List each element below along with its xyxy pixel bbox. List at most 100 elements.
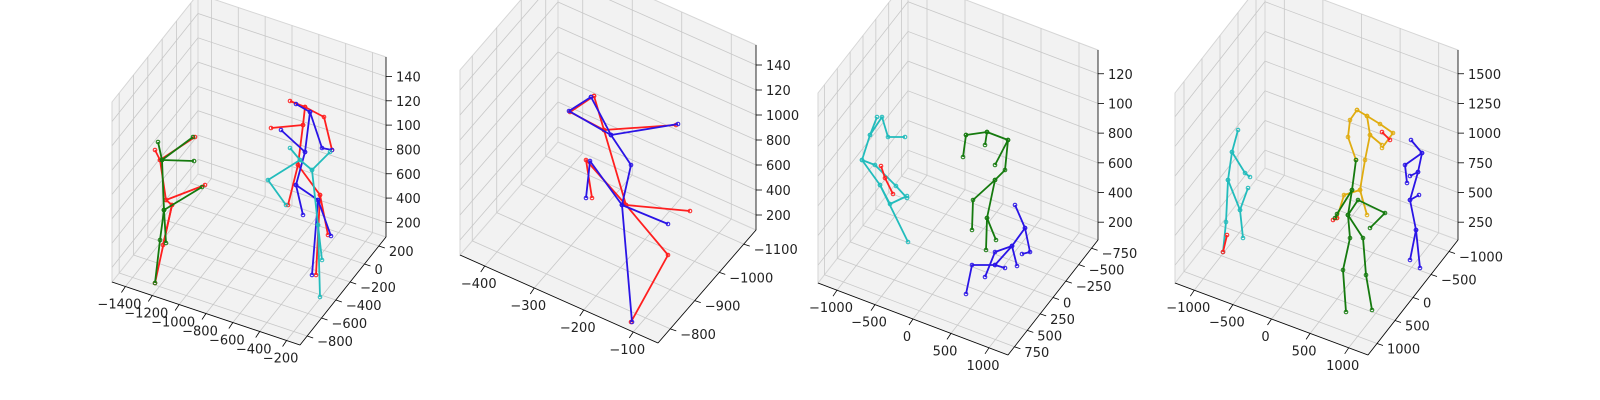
x-gridline	[178, 196, 266, 305]
z-tick-label: 600	[1108, 157, 1133, 172]
y-gridline	[1201, 248, 1396, 321]
y-tick-label: −900	[705, 300, 741, 315]
p2-blue-skeleton-joint	[608, 132, 614, 138]
y-tick-label: −500	[1089, 264, 1125, 279]
p4-cyan-skeleton-limb	[1222, 179, 1229, 253]
z-tick-label: 1500	[1468, 68, 1501, 83]
p1-cyan-skeleton-joint	[287, 145, 293, 151]
p3-blue-skeleton-joint	[1012, 202, 1018, 208]
p1-blue-skeleton	[278, 101, 335, 278]
p2-blue-skeleton-limb	[590, 96, 633, 323]
p3-red-skeleton	[878, 163, 896, 197]
z-tick-label: 200	[396, 216, 421, 231]
p4-cyan-skeleton-joint	[1242, 170, 1248, 176]
y-tick	[694, 300, 701, 304]
p3-cyan-skeleton-joint	[904, 193, 910, 199]
p3-blue-skeleton-joint	[982, 274, 988, 280]
p1-green-skeleton-joint	[163, 240, 169, 246]
p1-cyan-skeleton-limb	[317, 224, 323, 261]
z-gridline	[459, 126, 757, 241]
p2-blue-skeleton-joint	[628, 162, 634, 168]
p2-red-skeleton-limb	[585, 159, 627, 206]
p3-cyan-skeleton-joint	[902, 134, 908, 140]
p2-blue-skeleton-limb	[585, 160, 623, 206]
x-tick-label: −400	[236, 343, 272, 358]
y-tick	[378, 245, 385, 249]
p3-cyan-skeleton-joint	[874, 114, 880, 120]
x-tick-label: −1000	[151, 316, 195, 331]
y-gridline	[496, 212, 695, 301]
p3-red-skeleton-joint	[882, 175, 888, 181]
x-tick-label: −200	[560, 321, 596, 336]
y-tick-label: 250	[1050, 313, 1075, 328]
z-gridline	[1174, 30, 1459, 147]
x-tick	[282, 340, 287, 347]
p4-blue-skeleton-joint	[1417, 265, 1423, 271]
x-tick	[529, 287, 535, 295]
p3-blue-skeleton-limb	[1011, 245, 1018, 267]
p2-red-skeleton-joint	[665, 252, 671, 258]
z-gridline	[817, 1, 1099, 117]
p3-green-skeleton-joint	[984, 129, 990, 135]
y-tick-label: −1000	[729, 271, 773, 286]
p1-green-skeleton-joint	[161, 207, 167, 213]
z-gridline	[459, 26, 757, 141]
p1-blue-skeleton-joint	[302, 149, 308, 155]
p1-green-skeleton-limb	[163, 186, 203, 211]
p3-blue-skeleton-joint	[1014, 263, 1020, 269]
x-gridline	[205, 205, 293, 314]
y-gridline	[147, 236, 336, 301]
p1-red-skeleton-b-joint	[285, 202, 291, 208]
x-gridline	[484, 152, 584, 267]
p4-red-skeleton-a	[1220, 232, 1230, 255]
z-tick-label: 120	[396, 95, 421, 110]
p4-yellow-skeleton-limb	[1369, 134, 1383, 146]
p1-red-skeleton-b-joint	[317, 192, 323, 198]
y-tick-label: −750	[1102, 247, 1138, 262]
x-tick	[1189, 289, 1195, 297]
y-tick-label: 0	[1423, 297, 1431, 312]
z-gridline	[1174, 120, 1459, 236]
z-tick-label: 100	[1108, 97, 1133, 112]
y-tick-label: 500	[1037, 329, 1062, 344]
x-tick-label: −1000	[809, 301, 853, 316]
p3-green-skeleton-joint	[963, 132, 969, 138]
p4-blue-skeleton-joint	[1413, 227, 1419, 233]
x-tick	[832, 289, 838, 297]
p1-cyan-skeleton-joint	[317, 294, 323, 300]
p1-cyan-skeleton-limb	[267, 159, 301, 206]
p4-cyan-skeleton-joint	[1245, 185, 1251, 191]
p4-cyan-skeleton-joint	[1229, 149, 1235, 155]
p3-green-skeleton-joint	[992, 177, 998, 183]
p3-green-skeleton-joint	[983, 247, 989, 253]
p4-yellow-skeleton-joint	[1367, 132, 1373, 138]
x-tick-label: −200	[263, 352, 299, 367]
p1-green-skeleton-joint	[159, 157, 165, 163]
y-tick	[1394, 320, 1402, 323]
x-tick	[1344, 347, 1350, 355]
p1-red-skeleton-b-joint	[300, 122, 306, 128]
z-tick-label: 140	[396, 70, 421, 85]
y-tick	[321, 317, 328, 321]
p2-red-skeleton-joint	[589, 195, 595, 201]
x-tick-label: −500	[851, 316, 887, 331]
p3-blue-skeleton-joint	[992, 262, 998, 268]
p4-blue-skeleton-joint	[1419, 150, 1425, 156]
p1-green-skeleton-joint	[191, 158, 197, 164]
p3-green-skeleton-joint	[960, 154, 966, 160]
y-gridline	[862, 225, 1054, 298]
x-tick	[1228, 304, 1234, 311]
p3-blue-skeleton-limb	[984, 245, 1013, 278]
p4-green-skeleton-joint	[1345, 212, 1351, 218]
p4-green-skeleton-joint	[1382, 210, 1388, 216]
x-tick-label: 0	[903, 330, 911, 345]
x-tick-label: −800	[182, 325, 218, 340]
p2-blue-skeleton-joint	[566, 108, 572, 114]
y-tick	[350, 281, 357, 285]
z-gridline	[111, 134, 387, 244]
p1-blue-skeleton-joint	[309, 272, 315, 278]
x-gridline	[259, 223, 347, 332]
z-tick-label: 800	[766, 134, 791, 149]
z-gridline	[111, 158, 387, 268]
